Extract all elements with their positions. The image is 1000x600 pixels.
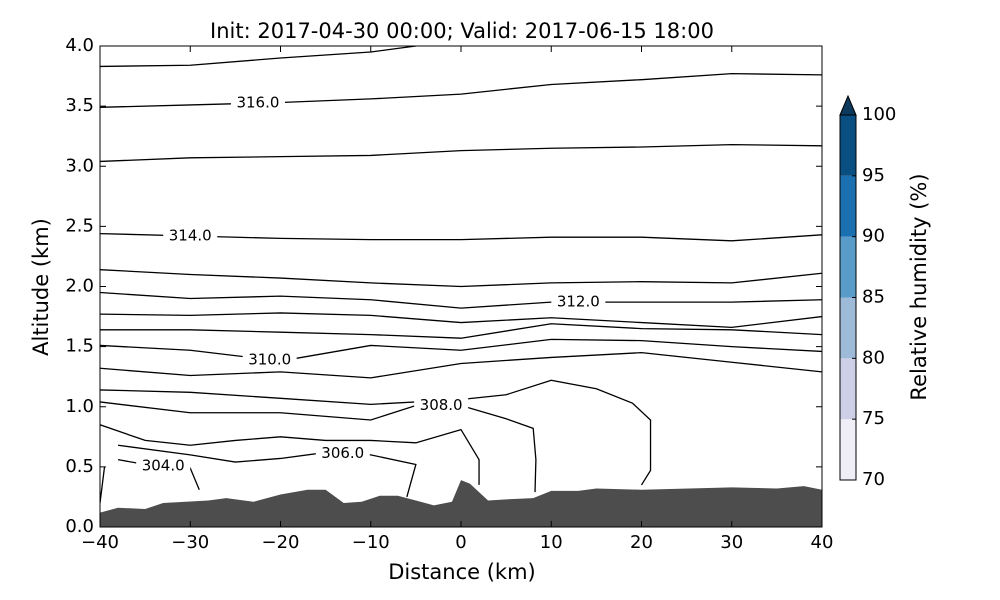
- colorbar-tick-label: 75: [862, 408, 885, 429]
- x-tick-label: 30: [720, 532, 743, 553]
- y-tick-label: 0.0: [65, 516, 94, 537]
- contour-label-gap: [230, 94, 285, 113]
- contour-label-gap: [136, 456, 191, 475]
- colorbar-tick-label: 100: [862, 104, 896, 125]
- chart-title: Init: 2017-04-30 00:00; Valid: 2017-06-1…: [210, 19, 714, 43]
- colorbar-label: Relative humidity (%): [907, 173, 931, 400]
- contour-label: 312.0: [557, 293, 600, 311]
- contour-label-gap: [551, 293, 606, 312]
- contour-line: [100, 351, 822, 379]
- contour-line: [100, 232, 822, 242]
- contour-label: 314.0: [169, 226, 212, 244]
- y-tick-label: 1.5: [65, 336, 94, 357]
- contour-line: [100, 424, 480, 485]
- colorbar-segment: [840, 175, 856, 237]
- contour-label: 310.0: [248, 350, 291, 368]
- x-tick-label: −20: [262, 532, 300, 553]
- contour-label: 316.0: [236, 94, 279, 112]
- y-tick-label: 2.5: [65, 215, 94, 236]
- colorbar-tick-label: 80: [862, 347, 885, 368]
- colorbar-segment: [840, 358, 856, 420]
- contour-line: [117, 444, 417, 498]
- contour-line: [100, 269, 822, 288]
- colorbar-tick-label: 70: [862, 469, 885, 490]
- y-tick-label: 1.0: [65, 396, 94, 417]
- terrain: [100, 480, 822, 527]
- contour-label: 306.0: [321, 444, 364, 462]
- contour-line: [100, 143, 822, 163]
- contour-line: [100, 73, 822, 108]
- x-tick-label: 10: [540, 532, 563, 553]
- y-tick-label: 3.0: [65, 155, 94, 176]
- x-tick-label: 40: [811, 532, 834, 553]
- contour-line: [100, 466, 106, 504]
- contour-label: 308.0: [420, 396, 463, 414]
- contour-label-gap: [414, 396, 469, 415]
- colorbar-segment: [840, 115, 856, 176]
- x-tick-label: −40: [81, 532, 119, 553]
- y-tick-label: 4.0: [65, 35, 94, 56]
- colorbar-segment: [840, 419, 856, 480]
- colorbar-tick-label: 85: [862, 287, 885, 308]
- contour-label-gap: [242, 350, 297, 369]
- colorbar-segment: [840, 297, 856, 359]
- contour-line: [100, 46, 416, 68]
- contour-line: [100, 291, 822, 309]
- contour-line: [100, 312, 822, 329]
- colorbar-extend: [839, 94, 857, 116]
- colorbar-segment: [840, 236, 856, 298]
- x-axis-label: Distance (km): [388, 560, 536, 584]
- x-tick-label: 0: [455, 532, 466, 553]
- colorbar-tick-label: 95: [862, 165, 885, 186]
- contour-line: [100, 338, 822, 362]
- colorbar-tick-label: 90: [862, 226, 885, 247]
- contour-line: [100, 323, 822, 339]
- x-tick-label: 20: [630, 532, 653, 553]
- contour-label-gap: [315, 444, 370, 463]
- y-axis-label: Altitude (km): [29, 218, 53, 356]
- contour-label-gap: [163, 226, 218, 245]
- contour-line: [100, 379, 652, 486]
- y-tick-label: 2.0: [65, 276, 94, 297]
- contour-label: 304.0: [142, 456, 185, 474]
- x-tick-label: −30: [171, 532, 209, 553]
- x-tick-label: −10: [352, 532, 390, 553]
- y-tick-label: 0.5: [65, 456, 94, 477]
- y-tick-label: 3.5: [65, 95, 94, 116]
